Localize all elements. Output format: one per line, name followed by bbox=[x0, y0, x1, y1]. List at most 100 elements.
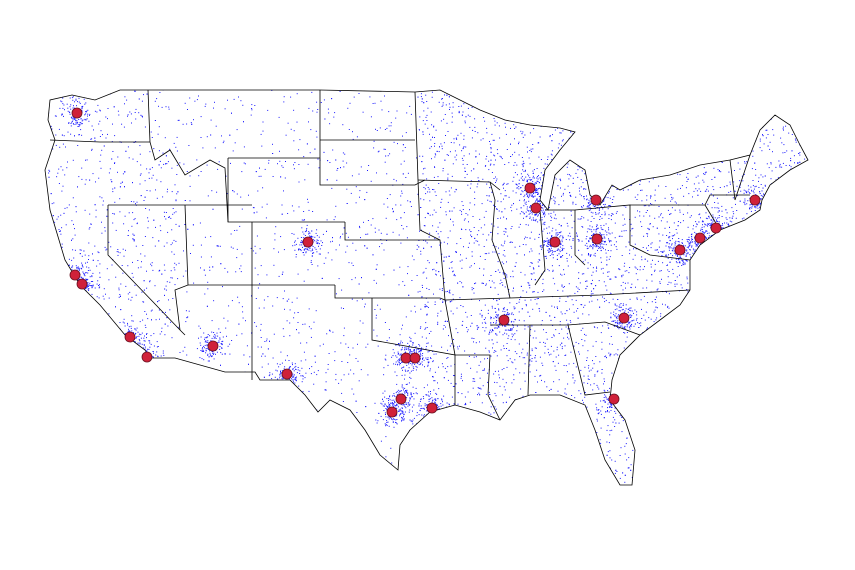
population-dot bbox=[412, 386, 414, 388]
population-dot bbox=[420, 93, 422, 95]
population-dot bbox=[144, 346, 146, 348]
population-dot bbox=[127, 115, 128, 117]
population-dot bbox=[128, 212, 130, 214]
population-dot bbox=[126, 479, 127, 481]
population-dot bbox=[452, 270, 454, 272]
population-dot bbox=[118, 114, 120, 116]
population-dot bbox=[583, 98, 585, 100]
population-dot bbox=[792, 463, 794, 465]
population-dot bbox=[625, 246, 627, 248]
population-dot bbox=[459, 345, 460, 347]
population-dot bbox=[671, 90, 673, 92]
population-dot bbox=[547, 156, 549, 158]
population-dot bbox=[694, 440, 696, 441]
population-dot bbox=[680, 430, 682, 431]
population-dot bbox=[425, 184, 427, 186]
population-dot bbox=[737, 456, 739, 458]
population-dot bbox=[437, 382, 438, 384]
population-dot bbox=[632, 416, 634, 418]
population-dot bbox=[549, 442, 551, 444]
population-dot bbox=[578, 134, 580, 136]
population-dot bbox=[587, 121, 589, 123]
population-dot bbox=[768, 229, 770, 230]
population-dot bbox=[78, 357, 80, 359]
population-dot bbox=[68, 473, 70, 475]
population-dot bbox=[293, 168, 295, 170]
population-dot bbox=[719, 116, 720, 118]
population-dot bbox=[802, 300, 804, 302]
population-dot bbox=[425, 116, 427, 118]
population-dot bbox=[335, 205, 337, 207]
population-dot bbox=[420, 450, 422, 452]
population-dot bbox=[64, 463, 66, 465]
population-dot bbox=[60, 214, 62, 216]
population-dot bbox=[336, 469, 338, 471]
population-dot bbox=[676, 472, 678, 474]
population-dot bbox=[553, 403, 555, 405]
population-dot bbox=[770, 267, 772, 268]
population-dot bbox=[685, 463, 687, 465]
population-dot bbox=[790, 251, 792, 253]
population-dot bbox=[630, 223, 632, 225]
population-dot bbox=[624, 410, 625, 412]
population-dot bbox=[69, 373, 71, 374]
population-dot bbox=[667, 408, 668, 409]
population-dot bbox=[755, 137, 757, 139]
population-dot bbox=[508, 91, 510, 93]
population-dot bbox=[235, 451, 236, 452]
population-dot bbox=[645, 364, 647, 366]
population-dot bbox=[791, 414, 792, 416]
population-dot bbox=[401, 225, 403, 226]
population-dot bbox=[677, 460, 679, 462]
population-dot bbox=[642, 114, 643, 116]
population-dot bbox=[462, 306, 464, 308]
population-dot bbox=[106, 463, 108, 465]
population-dot bbox=[473, 338, 475, 339]
population-dot bbox=[709, 259, 711, 261]
population-dot bbox=[666, 328, 667, 330]
population-dot bbox=[462, 380, 463, 382]
population-dot bbox=[464, 477, 466, 479]
population-dot bbox=[799, 352, 800, 354]
population-dot bbox=[466, 331, 468, 333]
population-dot bbox=[524, 236, 526, 238]
population-dot bbox=[648, 349, 650, 351]
population-dot bbox=[403, 160, 405, 162]
population-dot bbox=[484, 304, 486, 306]
population-dot bbox=[567, 328, 569, 330]
population-dot bbox=[391, 462, 393, 464]
population-dot bbox=[765, 137, 767, 139]
population-dot bbox=[243, 162, 245, 164]
population-dot bbox=[761, 312, 763, 314]
population-dot bbox=[433, 126, 435, 128]
population-dot bbox=[152, 476, 154, 478]
population-dot bbox=[87, 304, 89, 305]
population-dot bbox=[629, 124, 631, 126]
population-dot bbox=[641, 259, 643, 261]
population-dot bbox=[509, 87, 510, 88]
population-dot bbox=[498, 125, 500, 127]
population-dot bbox=[536, 369, 538, 371]
population-dot bbox=[712, 186, 714, 188]
population-dot bbox=[447, 237, 449, 239]
population-dot bbox=[432, 189, 433, 190]
population-dot bbox=[461, 150, 463, 152]
population-dot bbox=[747, 222, 749, 223]
population-dot bbox=[785, 125, 787, 127]
population-dot bbox=[713, 454, 715, 456]
population-dot bbox=[60, 230, 61, 232]
population-dot bbox=[467, 329, 469, 331]
population-dot bbox=[72, 461, 74, 462]
population-dot bbox=[755, 244, 756, 246]
population-dot bbox=[473, 227, 475, 228]
population-dot bbox=[773, 399, 775, 401]
population-dot bbox=[51, 89, 52, 90]
population-dot bbox=[627, 282, 629, 284]
population-dot bbox=[564, 431, 566, 433]
population-dot bbox=[715, 405, 717, 406]
population-dot bbox=[743, 173, 745, 175]
population-dot bbox=[430, 146, 432, 148]
population-dot bbox=[783, 481, 785, 483]
population-dot bbox=[347, 107, 349, 109]
